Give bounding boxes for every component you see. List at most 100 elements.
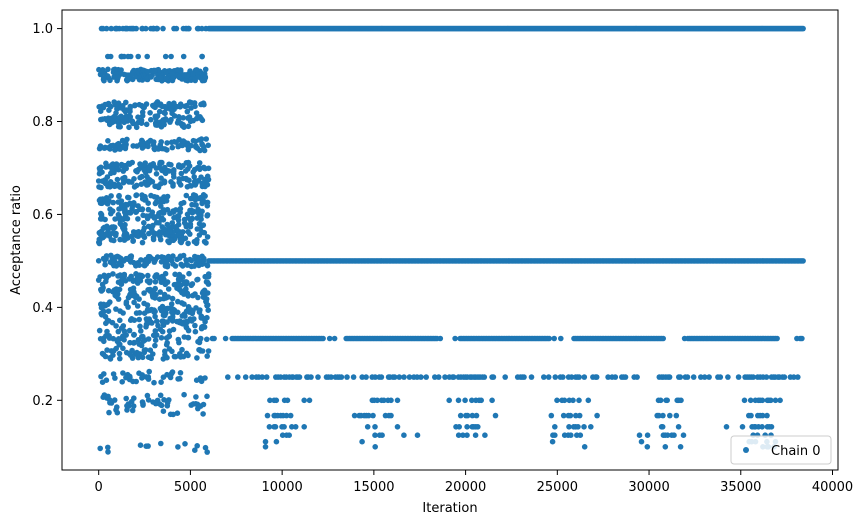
data-point-chain-0-1441 <box>131 339 137 346</box>
data-point-chain-0-1239 <box>110 352 116 359</box>
data-point-chain-0-38 <box>186 270 192 277</box>
data-point-chain-0-1519 <box>112 25 119 32</box>
data-point-chain-0-1308 <box>101 371 107 377</box>
data-point-chain-0-914 <box>117 308 123 314</box>
data-point-chain-0-1171 <box>137 161 143 167</box>
data-point-chain-0-670 <box>194 443 200 449</box>
data-point-chain-0-1051 <box>101 77 107 84</box>
data-point-chain-0-741 <box>111 99 117 105</box>
data-point-chain-0-2787 <box>264 412 271 419</box>
data-point-chain-0-1398 <box>161 164 168 171</box>
data-point-chain-0-712 <box>136 370 142 377</box>
data-point-chain-0-875 <box>182 235 189 242</box>
data-point-chain-0-1370 <box>177 253 184 259</box>
data-point-chain-0-1345 <box>97 196 104 203</box>
data-point-chain-0-699 <box>105 53 111 60</box>
data-point-chain-0-239 <box>95 258 102 264</box>
data-point-chain-0-97 <box>133 182 140 189</box>
data-point-chain-0-3011 <box>667 412 673 419</box>
data-point-chain-0-2949 <box>560 412 567 419</box>
data-point-chain-0-1486 <box>104 174 111 180</box>
data-point-chain-0-2885 <box>442 374 448 380</box>
data-point-chain-0-928 <box>151 259 158 265</box>
data-point-chain-0-2604 <box>437 335 444 342</box>
data-point-chain-0-949 <box>138 140 145 147</box>
data-point-chain-0-1087 <box>120 103 126 109</box>
data-point-chain-0-3091 <box>795 374 801 380</box>
data-point-chain-0-1353 <box>131 259 137 266</box>
data-point-chain-0-1301 <box>135 114 141 120</box>
data-point-chain-0-1343 <box>97 445 103 452</box>
data-point-chain-0-204 <box>119 379 125 385</box>
data-point-chain-0-2900 <box>462 397 468 404</box>
data-point-chain-0-1415 <box>145 257 151 263</box>
data-point-chain-0-1451 <box>200 401 207 408</box>
data-point-chain-0-468 <box>128 316 135 322</box>
data-point-chain-0-1110 <box>120 223 127 229</box>
data-point-chain-0-1373 <box>199 324 205 330</box>
data-point-chain-0-2859 <box>378 374 385 380</box>
data-point-chain-0-1364 <box>139 399 146 405</box>
data-point-chain-0-1136 <box>118 262 125 269</box>
x-tick-label: 15000 <box>353 480 394 495</box>
legend-label-chain-0: Chain 0 <box>771 444 821 459</box>
data-point-chain-0-3030 <box>717 374 724 380</box>
data-point-chain-0-2934 <box>521 374 527 380</box>
data-point-chain-0-1290 <box>159 276 166 282</box>
data-point-chain-0-1276 <box>183 279 189 285</box>
data-point-chain-0-1376 <box>116 286 123 293</box>
data-point-chain-0-1302 <box>179 300 185 306</box>
data-point-chain-0-2941 <box>552 374 559 380</box>
data-point-chain-0-944 <box>184 290 191 297</box>
data-point-chain-0-855 <box>169 309 175 316</box>
data-point-chain-0-154 <box>111 397 118 403</box>
data-point-chain-0-1395 <box>161 109 167 116</box>
data-point-chain-0-1444 <box>119 273 125 280</box>
data-point-chain-0-3019 <box>677 374 684 380</box>
y-tick-label: 0.4 <box>32 301 53 316</box>
y-axis-ticks: 0.2 0.4 0.6 0.8 1.0 <box>32 22 62 409</box>
data-point-chain-0-263 <box>146 368 152 375</box>
data-point-chain-0-969 <box>172 263 179 269</box>
data-point-chain-0-817 <box>105 393 111 400</box>
data-point-chain-0-2904 <box>464 424 470 430</box>
data-point-chain-0-39 <box>168 53 174 60</box>
data-point-chain-0-514 <box>183 324 190 331</box>
data-point-chain-0-2816 <box>289 424 295 430</box>
data-point-chain-0-839 <box>129 159 135 166</box>
data-point-chain-0-3090 <box>791 374 797 380</box>
data-point-chain-0-1334 <box>170 326 177 333</box>
data-point-chain-0-3066 <box>763 374 770 380</box>
data-point-chain-0-964 <box>184 108 191 115</box>
data-point-chain-0-1424 <box>151 194 158 200</box>
data-point-chain-0-2810 <box>283 412 290 419</box>
data-point-chain-0-1257 <box>135 216 141 222</box>
data-point-chain-0-1452 <box>107 184 113 190</box>
data-point-chain-0-1340 <box>164 193 171 200</box>
data-point-chain-0-1481 <box>102 180 109 187</box>
data-point-chain-0-1122 <box>177 205 184 212</box>
data-point-chain-0-1319 <box>194 226 201 232</box>
data-point-chain-0-1279 <box>131 200 137 206</box>
data-point-chain-0-1487 <box>182 313 188 320</box>
data-point-chain-0-1133 <box>167 229 173 235</box>
data-point-chain-0-3046 <box>750 374 756 380</box>
data-point-chain-0-1153 <box>205 348 212 354</box>
data-point-chain-0-1207 <box>181 334 188 340</box>
data-point-chain-0-760 <box>186 177 192 184</box>
data-point-chain-0-2909 <box>469 412 476 419</box>
data-point-chain-0-2969 <box>576 412 583 419</box>
data-point-chain-0-1187 <box>192 196 199 203</box>
data-point-chain-0-1183 <box>150 162 157 169</box>
data-point-chain-0-947 <box>183 221 189 228</box>
data-point-chain-0-1272 <box>153 122 159 128</box>
data-point-chain-0-493 <box>141 220 147 226</box>
data-point-chain-0-1193 <box>131 176 137 182</box>
x-tick-label: 40000 <box>812 480 853 495</box>
data-point-chain-0-2804 <box>279 432 286 439</box>
data-point-chain-0-1442 <box>109 166 115 172</box>
data-point-chain-0-1073 <box>141 310 148 317</box>
data-point-chain-0-996 <box>117 236 123 243</box>
data-point-chain-0-1338 <box>187 256 193 263</box>
data-point-chain-0-2935 <box>528 374 535 380</box>
